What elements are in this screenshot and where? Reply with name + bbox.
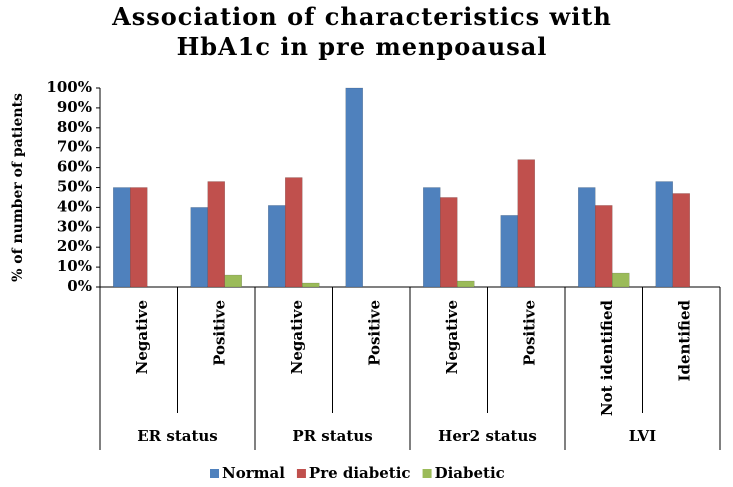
bar — [655, 181, 673, 288]
bar — [345, 87, 363, 288]
legend-swatch — [422, 469, 432, 478]
bar — [207, 181, 225, 288]
legend-swatch — [296, 469, 306, 478]
bar — [500, 215, 518, 288]
bar — [672, 193, 690, 288]
bar — [595, 205, 613, 288]
legend-label: Pre diabetic — [309, 464, 411, 482]
y-tick-label: 80% — [57, 118, 92, 136]
bar — [113, 187, 131, 288]
legend-label: Normal — [222, 464, 285, 482]
group-label: LVI — [629, 427, 656, 445]
y-axis-title: % of number of patients — [10, 93, 26, 282]
y-tick-label: 100% — [46, 78, 92, 96]
bar — [224, 274, 242, 288]
bar — [517, 159, 535, 288]
x-tick-label: Negative — [133, 300, 151, 374]
bar — [190, 207, 208, 288]
bar — [457, 280, 475, 288]
y-tick-label: 40% — [57, 197, 92, 215]
bar — [130, 187, 148, 288]
bar — [268, 205, 286, 288]
y-tick-label: 30% — [57, 217, 92, 235]
x-tick-label: Identified — [675, 300, 693, 382]
x-tick-label: Not identified — [598, 299, 616, 416]
group-label: ER status — [137, 427, 218, 445]
bar — [612, 272, 630, 288]
group-label: PR status — [292, 427, 372, 445]
bar — [302, 282, 320, 288]
x-tick-label: Positive — [520, 300, 538, 366]
y-tick-label: 90% — [57, 98, 92, 116]
y-tick-label: 60% — [57, 158, 92, 176]
x-tick-label: Positive — [210, 300, 228, 366]
y-tick-label: 10% — [57, 257, 92, 275]
bar — [440, 197, 458, 288]
x-tick-label: Negative — [443, 300, 461, 374]
bar — [285, 177, 303, 288]
x-tick-label: Negative — [288, 300, 306, 374]
x-tick-label: Positive — [365, 300, 383, 366]
y-tick-label: 50% — [57, 178, 92, 196]
y-tick-label: 20% — [57, 237, 92, 255]
legend-swatch — [210, 469, 219, 478]
y-tick-label: 0% — [67, 277, 92, 295]
bar — [423, 187, 441, 288]
legend-label: Diabetic — [435, 464, 505, 482]
y-tick-label: 70% — [57, 138, 92, 156]
group-label: Her2 status — [438, 427, 537, 445]
bar — [578, 187, 596, 288]
chart-title: Association of characteristics with HbA1c… — [111, 2, 612, 61]
